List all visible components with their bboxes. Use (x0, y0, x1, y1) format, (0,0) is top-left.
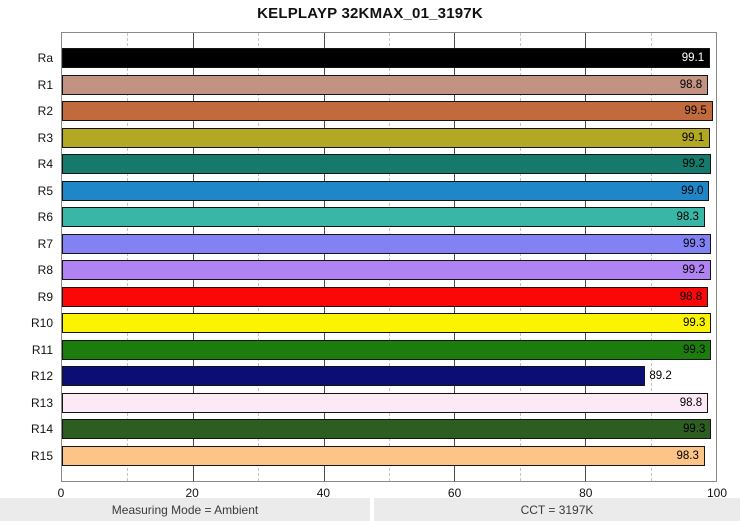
bar: 99.1 (62, 48, 711, 69)
bar-value: 99.2 (682, 264, 705, 277)
bar: 99.3 (62, 419, 712, 440)
bar-value: 98.3 (676, 449, 699, 462)
x-axis: 0 20 40 60 80 100 (57, 486, 727, 501)
bar-value: 98.8 (679, 78, 703, 91)
gridline-major (585, 33, 587, 481)
gridline-major (192, 33, 194, 481)
bar-row-r7: R7 99.3 (38, 231, 716, 258)
y-axis-label: R6 (37, 210, 53, 225)
bar-value: 99.2 (682, 158, 705, 171)
bar-value: 99.3 (683, 317, 706, 330)
bar: 98.8 (62, 286, 709, 307)
bar-value: 99.3 (683, 343, 706, 356)
x-tick-label: 60 (447, 486, 462, 500)
bar-value: 99.0 (681, 184, 704, 197)
bar-value: 99.1 (681, 131, 705, 144)
bar-row-ra: Ra 99.1 (38, 45, 716, 72)
chart-title: KELPLAYP 32KMAX_01_3197K (257, 5, 483, 22)
bar-value: 99.5 (684, 105, 707, 118)
gridline-minor (650, 33, 652, 481)
y-axis-label: R13 (30, 395, 53, 410)
bar: 89.2 (62, 366, 672, 387)
y-axis-label: R8 (37, 263, 53, 278)
bar-row-r10: R10 99.3 (31, 310, 716, 337)
y-axis-label: R2 (37, 104, 53, 119)
bar-value: 98.3 (676, 211, 699, 224)
bar-row-r4: R4 99.2 (38, 151, 716, 178)
status-cct: CCT = 3197K (374, 498, 740, 521)
gridline-minor (258, 33, 260, 481)
bar-row-r3: R3 99.1 (38, 125, 716, 152)
bar: 98.3 (62, 445, 705, 466)
gridline-minor (519, 33, 521, 481)
gridline-minor (127, 33, 129, 481)
bar: 99.2 (62, 154, 711, 175)
gridline-major (454, 33, 456, 481)
y-axis-label: R11 (31, 342, 53, 357)
bar-row-r9: R9 98.8 (38, 284, 716, 311)
x-tick-label: 0 (57, 486, 65, 500)
bar-value: 99.3 (683, 237, 706, 250)
gridline-major (323, 33, 325, 481)
bar-row-r13: R13 98.8 (31, 390, 716, 417)
y-axis-label: R14 (30, 422, 53, 437)
bar: 99.5 (62, 101, 713, 122)
bar: 99.2 (62, 260, 711, 281)
bar: 99.1 (62, 127, 711, 148)
bar-row-r12: R12 89.2 (31, 363, 716, 390)
bar-rows: Ra 99.1 R1 98.8 R2 99.5 R3 99.1 R4 99.2 … (31, 33, 716, 481)
bar-value: 99.3 (683, 423, 706, 436)
bar-row-r6: R6 98.3 (38, 204, 716, 231)
status-measuring-mode: Measuring Mode = Ambient (0, 498, 370, 521)
bar-value: 98.8 (679, 396, 703, 409)
x-tick-label: 40 (316, 486, 331, 500)
bar-value: 99.1 (681, 52, 705, 65)
y-axis-label: R12 (30, 369, 53, 384)
y-axis-label: R3 (37, 130, 53, 145)
y-axis-label: Ra (37, 51, 53, 66)
bar-row-r8: R8 99.2 (38, 257, 716, 284)
y-axis-label: R5 (37, 183, 53, 198)
bar-value: 89.2 (649, 370, 672, 383)
bar: 99.3 (62, 233, 712, 254)
bar: 98.8 (62, 74, 709, 95)
x-tick-label: 80 (579, 486, 593, 500)
x-tick-label: 100 (706, 486, 728, 500)
y-axis-label: R9 (37, 289, 53, 304)
bar-row-r1: R1 98.8 (38, 72, 716, 99)
bar-row-r15: R15 98.3 (31, 443, 716, 470)
bar: 99.3 (62, 313, 712, 334)
bar: 98.8 (62, 392, 709, 413)
y-axis-label: R4 (37, 157, 53, 172)
bar: 99.3 (62, 339, 712, 360)
x-tick-label: 20 (185, 486, 199, 500)
bar: 98.3 (62, 207, 705, 228)
plot-area: Ra 99.1 R1 98.8 R2 99.5 R3 99.1 R4 99.2 … (31, 32, 717, 482)
bar-row-r2: R2 99.5 (38, 98, 716, 125)
bar-row-r14: R14 99.3 (31, 416, 716, 443)
bar: 99.0 (62, 180, 710, 201)
bar-row-r5: R5 99.0 (38, 178, 716, 205)
bar-row-r11: R11 99.3 (32, 337, 716, 364)
gridline-minor (389, 33, 390, 481)
bar-value: 98.8 (679, 290, 703, 303)
y-axis-label: R15 (30, 448, 53, 463)
y-axis-label: R7 (37, 236, 53, 251)
y-axis-label: R10 (30, 316, 53, 331)
y-axis-label: R1 (37, 77, 53, 92)
